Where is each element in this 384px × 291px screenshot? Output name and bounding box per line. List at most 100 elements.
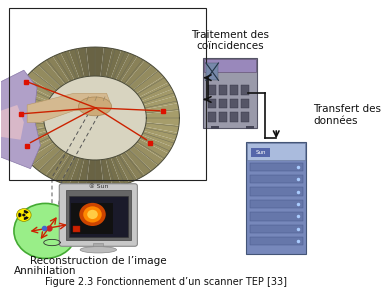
Polygon shape bbox=[111, 156, 129, 185]
Polygon shape bbox=[95, 160, 104, 189]
FancyBboxPatch shape bbox=[230, 99, 238, 109]
FancyBboxPatch shape bbox=[246, 142, 306, 253]
FancyBboxPatch shape bbox=[73, 226, 81, 233]
Text: Sun: Sun bbox=[255, 150, 266, 155]
Polygon shape bbox=[27, 70, 57, 93]
Polygon shape bbox=[69, 158, 84, 187]
FancyBboxPatch shape bbox=[208, 113, 216, 122]
FancyBboxPatch shape bbox=[241, 85, 249, 95]
Polygon shape bbox=[133, 70, 163, 93]
FancyBboxPatch shape bbox=[203, 58, 257, 127]
Polygon shape bbox=[142, 131, 175, 147]
FancyBboxPatch shape bbox=[93, 242, 103, 250]
Polygon shape bbox=[11, 111, 44, 118]
Polygon shape bbox=[116, 154, 137, 183]
Circle shape bbox=[83, 206, 102, 223]
Text: Reconstruction de l’image: Reconstruction de l’image bbox=[30, 255, 167, 266]
FancyBboxPatch shape bbox=[250, 187, 303, 196]
Circle shape bbox=[22, 214, 25, 217]
Polygon shape bbox=[86, 47, 95, 76]
FancyBboxPatch shape bbox=[230, 113, 238, 122]
Polygon shape bbox=[125, 149, 152, 175]
Ellipse shape bbox=[78, 97, 112, 116]
Polygon shape bbox=[38, 149, 65, 175]
Text: Traitement des
coïncidences: Traitement des coïncidences bbox=[191, 30, 269, 52]
FancyBboxPatch shape bbox=[250, 225, 303, 233]
FancyBboxPatch shape bbox=[250, 200, 303, 208]
FancyBboxPatch shape bbox=[206, 63, 218, 80]
Polygon shape bbox=[12, 127, 46, 140]
FancyBboxPatch shape bbox=[219, 113, 227, 122]
Polygon shape bbox=[18, 135, 51, 153]
Polygon shape bbox=[146, 111, 179, 118]
Polygon shape bbox=[111, 51, 129, 80]
Polygon shape bbox=[145, 123, 179, 133]
Polygon shape bbox=[69, 49, 84, 78]
Circle shape bbox=[79, 203, 106, 226]
FancyBboxPatch shape bbox=[208, 99, 216, 109]
FancyBboxPatch shape bbox=[66, 190, 131, 239]
FancyBboxPatch shape bbox=[247, 143, 305, 160]
Text: Annihilation: Annihilation bbox=[14, 266, 77, 276]
Polygon shape bbox=[78, 47, 89, 77]
Polygon shape bbox=[106, 49, 121, 78]
FancyBboxPatch shape bbox=[219, 99, 227, 109]
Polygon shape bbox=[53, 154, 74, 183]
Circle shape bbox=[21, 213, 26, 217]
FancyBboxPatch shape bbox=[250, 212, 303, 221]
FancyBboxPatch shape bbox=[246, 125, 254, 129]
FancyBboxPatch shape bbox=[250, 163, 303, 171]
Polygon shape bbox=[11, 123, 45, 133]
Text: Transfert des
données: Transfert des données bbox=[313, 104, 381, 125]
Polygon shape bbox=[61, 156, 79, 185]
Polygon shape bbox=[139, 83, 172, 101]
Polygon shape bbox=[144, 127, 177, 140]
Polygon shape bbox=[1, 70, 40, 169]
Polygon shape bbox=[27, 93, 110, 122]
Wedge shape bbox=[18, 212, 24, 217]
FancyBboxPatch shape bbox=[208, 85, 216, 95]
Polygon shape bbox=[1, 105, 24, 140]
FancyBboxPatch shape bbox=[219, 85, 227, 95]
Polygon shape bbox=[45, 56, 70, 84]
Ellipse shape bbox=[80, 246, 116, 253]
FancyBboxPatch shape bbox=[69, 196, 128, 237]
FancyBboxPatch shape bbox=[241, 113, 249, 122]
Text: ④ Sun: ④ Sun bbox=[89, 184, 108, 189]
FancyBboxPatch shape bbox=[71, 203, 113, 234]
Polygon shape bbox=[38, 61, 65, 87]
Polygon shape bbox=[137, 76, 168, 97]
FancyBboxPatch shape bbox=[250, 175, 303, 183]
Polygon shape bbox=[12, 96, 46, 109]
Polygon shape bbox=[100, 159, 113, 189]
Wedge shape bbox=[24, 215, 29, 220]
Circle shape bbox=[14, 203, 77, 258]
Polygon shape bbox=[100, 47, 113, 77]
Circle shape bbox=[87, 210, 98, 219]
Ellipse shape bbox=[44, 76, 146, 160]
Polygon shape bbox=[32, 65, 61, 90]
Polygon shape bbox=[121, 152, 145, 180]
FancyBboxPatch shape bbox=[241, 99, 249, 109]
Polygon shape bbox=[133, 143, 163, 166]
Polygon shape bbox=[86, 160, 95, 189]
Polygon shape bbox=[45, 152, 70, 180]
Polygon shape bbox=[18, 83, 51, 101]
Bar bbox=[9, 8, 206, 180]
Polygon shape bbox=[95, 47, 104, 76]
Polygon shape bbox=[78, 159, 89, 189]
Polygon shape bbox=[15, 131, 48, 147]
Polygon shape bbox=[144, 96, 177, 109]
Polygon shape bbox=[121, 56, 145, 84]
Text: Figure 2.3 Fonctionnement d’un scanner TEP [33]: Figure 2.3 Fonctionnement d’un scanner T… bbox=[45, 277, 287, 288]
Polygon shape bbox=[125, 61, 152, 87]
Polygon shape bbox=[139, 135, 172, 153]
Polygon shape bbox=[32, 146, 61, 171]
Polygon shape bbox=[61, 51, 79, 80]
Polygon shape bbox=[27, 143, 57, 166]
Polygon shape bbox=[53, 53, 74, 81]
FancyBboxPatch shape bbox=[204, 58, 255, 72]
Polygon shape bbox=[106, 158, 121, 187]
Polygon shape bbox=[145, 103, 179, 113]
Polygon shape bbox=[129, 146, 158, 171]
